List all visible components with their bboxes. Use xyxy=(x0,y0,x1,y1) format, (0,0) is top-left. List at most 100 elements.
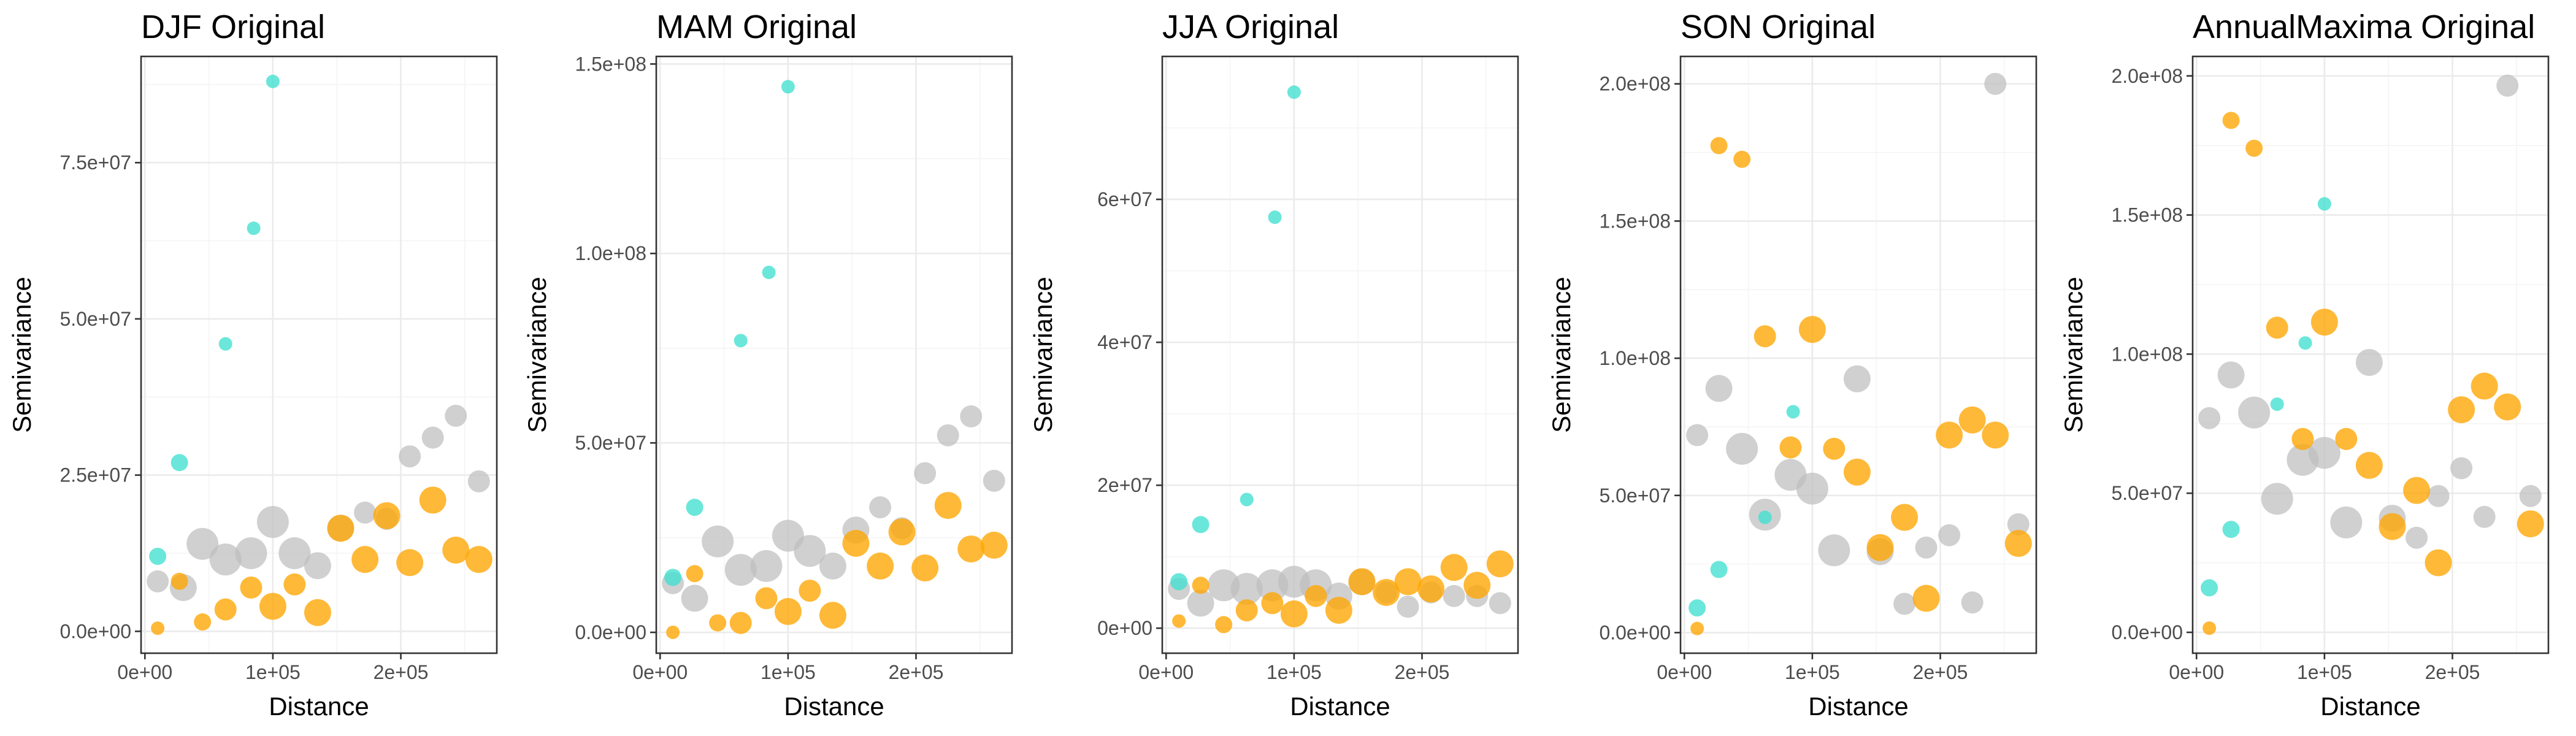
data-point-gray xyxy=(1397,596,1419,618)
x-tick-label: 2e+05 xyxy=(889,661,944,683)
data-point-orange xyxy=(240,577,263,599)
y-tick-label: 1.5e+08 xyxy=(1599,210,1671,232)
y-tick-label: 2.0e+08 xyxy=(1599,73,1671,95)
data-point-gray xyxy=(2308,437,2340,469)
data-point-orange xyxy=(214,598,237,621)
data-point-orange xyxy=(151,621,165,635)
panel-5: 0e+00 1e+05 2e+05 0.0e+00 5.0e+07 1.0e+08 1.5e… xyxy=(2059,9,2550,721)
x-tick-label: 0e+00 xyxy=(632,661,688,683)
y-tick-label: 0.0e+00 xyxy=(59,620,131,642)
data-point-orange xyxy=(1843,458,1871,486)
data-point-orange xyxy=(1305,585,1327,607)
y-tick-label: 2e+07 xyxy=(1097,474,1152,496)
data-point-turquoise xyxy=(171,454,188,472)
x-axis-title: Distance xyxy=(269,692,369,721)
data-point-gray xyxy=(2330,506,2363,539)
y-tick-label: 5.0e+07 xyxy=(1599,485,1671,507)
data-point-gray xyxy=(681,585,708,612)
data-point-gray xyxy=(750,550,783,582)
data-point-turquoise xyxy=(1170,573,1188,591)
data-point-orange xyxy=(1733,150,1751,168)
data-point-orange xyxy=(2494,393,2521,421)
data-point-gray xyxy=(1187,589,1214,617)
data-point-gray xyxy=(1489,592,1511,615)
panel-border xyxy=(1161,55,1519,654)
data-point-orange xyxy=(2266,316,2288,339)
data-point-turquoise xyxy=(2201,579,2218,597)
data-point-turquoise xyxy=(1689,599,1706,617)
data-point-gray xyxy=(421,426,444,449)
points-layer xyxy=(1168,85,1514,634)
points-layer xyxy=(147,74,493,635)
data-point-orange xyxy=(1280,600,1308,627)
data-point-orange xyxy=(1417,575,1445,603)
data-point-turquoise xyxy=(734,334,748,348)
data-point-orange xyxy=(2517,510,2544,538)
data-point-gray xyxy=(1705,375,1733,402)
panel-border xyxy=(655,55,1013,654)
data-point-orange xyxy=(709,614,727,632)
data-point-gray xyxy=(1818,534,1850,567)
panel-title: JJA Original xyxy=(1162,9,1339,45)
data-point-orange xyxy=(171,572,188,590)
panel-border xyxy=(1679,55,2037,654)
data-point-orange xyxy=(327,515,355,542)
y-tick-label: 6e+07 xyxy=(1097,188,1152,210)
data-point-turquoise xyxy=(2222,521,2240,539)
data-point-turquoise xyxy=(2270,397,2284,412)
x-tick-label: 2e+05 xyxy=(1913,661,1968,683)
panel-title: AnnualMaxima Original xyxy=(2193,9,2535,45)
data-point-turquoise xyxy=(1240,493,1254,507)
panel-1: 0e+00 1e+05 2e+05 0.0e+00 2.5e+07 5.0e+07 7.5e… xyxy=(7,9,498,721)
x-axis-title: Distance xyxy=(784,692,884,721)
data-point-gray xyxy=(147,570,169,592)
data-point-gray xyxy=(278,537,311,569)
data-point-gray xyxy=(1443,585,1465,607)
data-point-turquoise xyxy=(1192,516,1209,534)
data-point-orange xyxy=(1779,436,1802,459)
data-point-gray xyxy=(983,469,1005,492)
data-point-orange xyxy=(2335,427,2358,450)
data-point-orange xyxy=(819,602,846,629)
points-layer xyxy=(662,80,1008,640)
data-point-turquoise xyxy=(247,221,261,236)
data-point-orange xyxy=(729,611,752,634)
data-point-gray xyxy=(724,554,757,586)
data-point-orange xyxy=(373,502,401,529)
data-point-orange xyxy=(980,531,1008,559)
panel-title: MAM Original xyxy=(656,9,857,45)
x-tick-label: 1e+05 xyxy=(761,661,816,683)
data-point-orange xyxy=(1215,616,1233,634)
x-tick-label: 1e+05 xyxy=(245,661,301,683)
data-point-gray xyxy=(354,501,377,524)
data-point-turquoise xyxy=(2298,336,2312,350)
data-point-gray xyxy=(1893,592,1916,615)
y-tick-label: 1.5e+08 xyxy=(575,53,646,75)
data-point-turquoise xyxy=(1268,210,1282,224)
y-axis-title: Semivariance xyxy=(523,277,551,432)
data-point-orange xyxy=(1440,554,1468,581)
x-tick-label: 2e+05 xyxy=(1395,661,1450,683)
data-point-orange xyxy=(1690,621,1704,635)
data-point-orange xyxy=(799,580,821,602)
panel-title: SON Original xyxy=(1681,9,1876,45)
data-point-orange xyxy=(934,492,962,519)
data-point-orange xyxy=(419,486,447,514)
data-point-gray xyxy=(2473,505,2496,528)
data-point-orange xyxy=(2222,112,2240,129)
data-point-orange xyxy=(867,552,894,580)
data-point-gray xyxy=(702,525,734,558)
data-point-orange xyxy=(1891,504,1919,531)
y-tick-label: 0.0e+00 xyxy=(575,621,646,643)
y-tick-label: 1.0e+08 xyxy=(1599,347,1671,369)
data-point-orange xyxy=(1463,572,1491,599)
data-point-gray xyxy=(869,496,892,519)
data-point-gray xyxy=(2405,526,2428,549)
data-point-gray xyxy=(256,506,289,539)
y-tick-label: 0e+00 xyxy=(1097,617,1152,639)
data-point-orange xyxy=(2004,530,2032,558)
points-layer xyxy=(1686,72,2032,635)
data-point-turquoise xyxy=(1710,561,1728,578)
data-point-gray xyxy=(1726,432,1758,465)
